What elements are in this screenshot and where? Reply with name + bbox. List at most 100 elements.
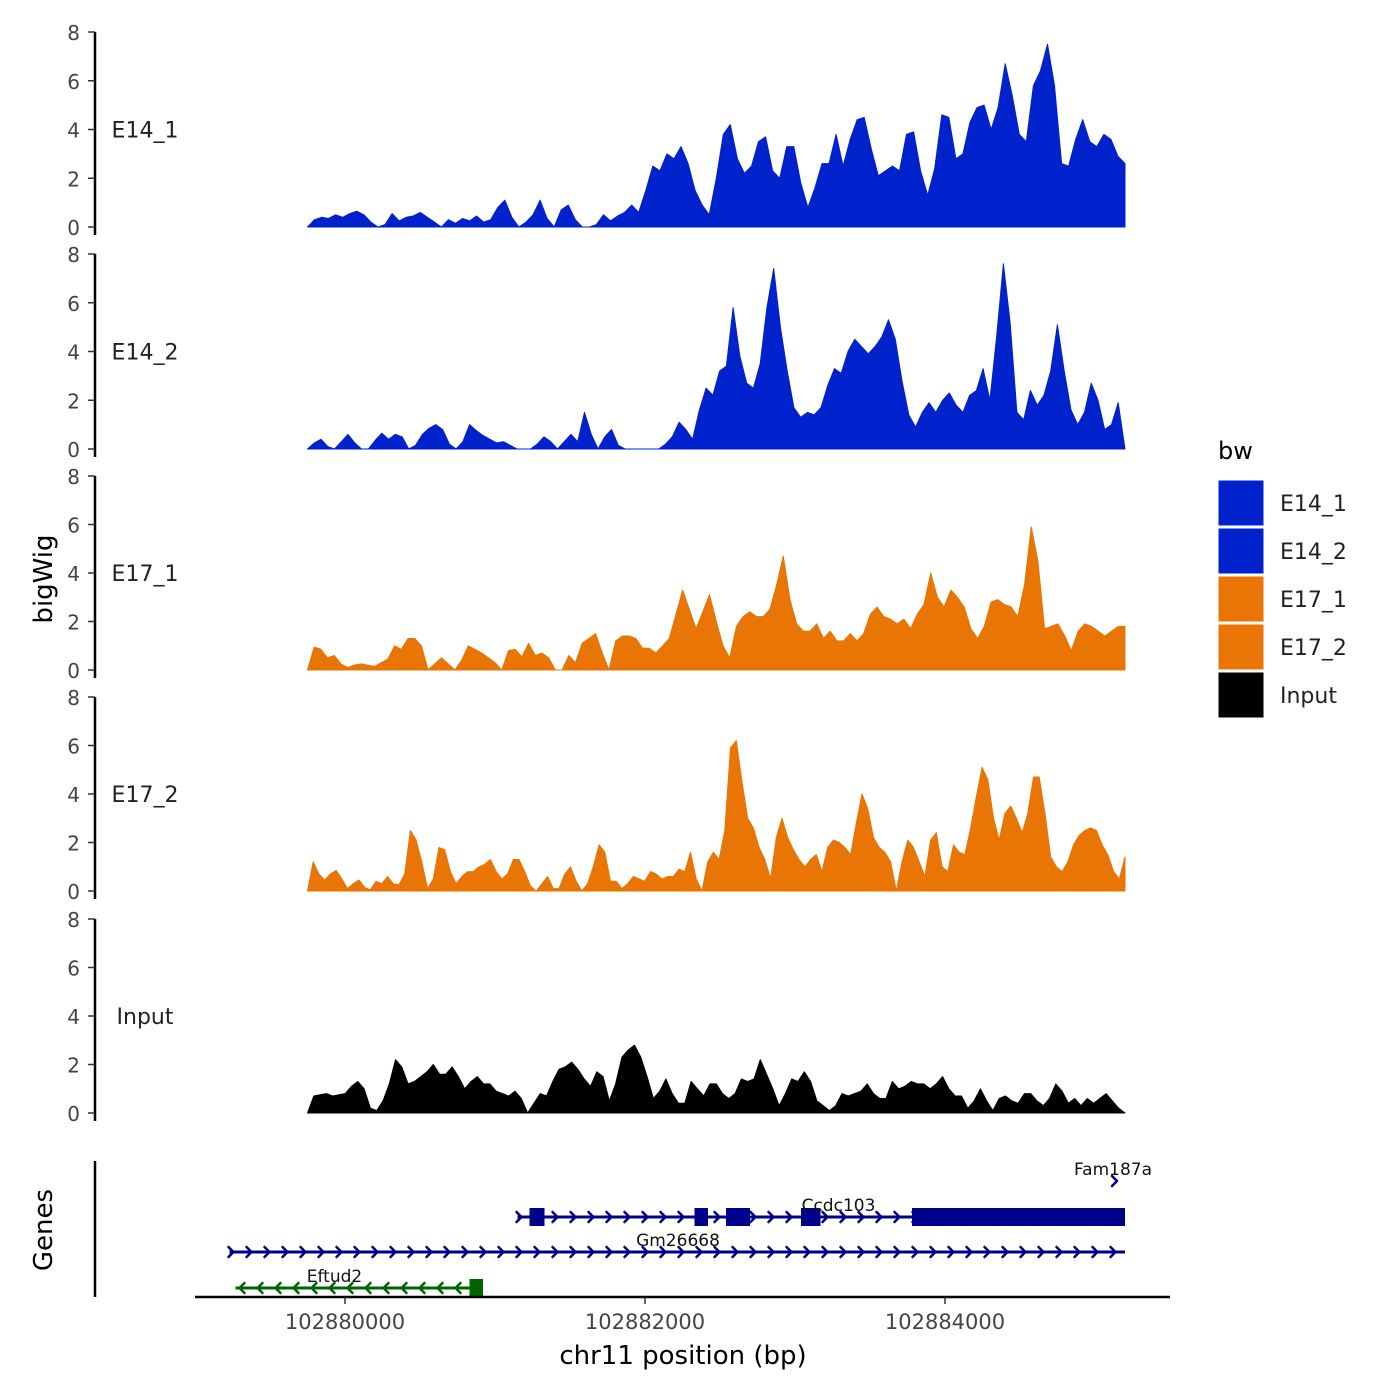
gene-label-fam187a: Fam187a: [1074, 1160, 1152, 1180]
track-label-e17-1: E17_1: [112, 562, 179, 587]
legend-item-e14-1: E14_1: [1217, 479, 1347, 527]
strand-arrow: [821, 1210, 829, 1224]
strand-arrow: [857, 1245, 865, 1259]
y-tick-label: 2: [67, 167, 80, 191]
strand-arrow: [659, 1245, 667, 1259]
strand-arrow: [605, 1245, 613, 1259]
gene-exon: [912, 1208, 1125, 1226]
legend-item-e17-2: E17_2: [1217, 623, 1347, 671]
coverage-area-e14-1: [307, 43, 1126, 228]
strand-arrow: [695, 1245, 703, 1259]
strand-arrow: [785, 1245, 793, 1259]
track-input: 0 2 4 6 8 Input: [67, 908, 1126, 1126]
strand-arrow: [947, 1245, 955, 1259]
y-tick-label: 6: [67, 514, 80, 538]
strand-arrow: [1001, 1245, 1009, 1259]
strand-arrow: [256, 1281, 264, 1295]
strand-arrow: [623, 1245, 631, 1259]
strand-arrow: [328, 1281, 336, 1295]
strand-arrow: [443, 1245, 451, 1259]
y-tick-label: 8: [67, 465, 80, 489]
strand-arrow: [839, 1245, 847, 1259]
strand-arrow: [454, 1281, 462, 1295]
strand-arrow: [767, 1245, 775, 1259]
strand-arrow: [1019, 1245, 1027, 1259]
y-tick-label: 2: [67, 832, 80, 856]
y-tick-label: 8: [67, 243, 80, 267]
track-label-input: Input: [117, 1005, 174, 1030]
y-tick-label: 2: [67, 1054, 80, 1078]
legend-label: E14_2: [1280, 540, 1347, 565]
strand-arrow: [551, 1210, 559, 1224]
y-tick-label: 8: [67, 21, 80, 45]
strand-arrow: [371, 1245, 379, 1259]
gene-label-gm26668: Gm26668: [636, 1231, 720, 1251]
track-label-e17-2: E17_2: [112, 783, 179, 808]
strand-arrow: [335, 1245, 343, 1259]
strand-arrow: [274, 1281, 282, 1295]
strand-arrow: [382, 1281, 390, 1295]
strand-arrow: [281, 1245, 289, 1259]
strand-arrow: [659, 1210, 667, 1224]
strand-arrow: [292, 1281, 300, 1295]
strand-arrow: [1073, 1245, 1081, 1259]
y-tick-label: 6: [67, 735, 80, 759]
strand-arrow: [839, 1210, 847, 1224]
gene-exon: [726, 1208, 750, 1226]
strand-arrow: [803, 1245, 811, 1259]
strand-arrow: [1110, 1174, 1119, 1188]
strand-arrow: [346, 1281, 354, 1295]
strand-arrow: [1037, 1245, 1045, 1259]
coverage-area-e17-2: [307, 740, 1126, 892]
track-e14-2: 0 2 4 6 8 E14_2: [67, 243, 1126, 462]
strand-arrow: [893, 1245, 901, 1259]
legend-item-input: Input: [1217, 671, 1337, 719]
y-tick-label: 4: [67, 783, 80, 807]
strand-arrow: [515, 1210, 523, 1224]
strand-arrow: [875, 1245, 883, 1259]
y-tick-label: 4: [67, 119, 80, 143]
gene-eftud2: Eftud2: [235, 1267, 483, 1297]
coverage-area-e17-1: [307, 526, 1126, 671]
strand-arrow: [587, 1210, 595, 1224]
strand-arrow: [857, 1210, 865, 1224]
strand-arrow: [407, 1245, 415, 1259]
y-tick-label: 8: [67, 908, 80, 932]
strand-arrow: [479, 1245, 487, 1259]
genes-axis-title: Genes: [29, 1189, 59, 1271]
strand-arrow: [875, 1210, 883, 1224]
legend-label: Input: [1280, 684, 1337, 709]
strand-arrow: [965, 1245, 973, 1259]
legend-title: bw: [1218, 437, 1253, 465]
strand-arrow: [569, 1210, 577, 1224]
gene-fam187a: Fam187a: [1074, 1160, 1152, 1188]
strand-arrow: [317, 1245, 325, 1259]
strand-arrow: [713, 1245, 721, 1259]
y-tick-label: 6: [67, 957, 80, 981]
strand-arrow: [623, 1210, 631, 1224]
strand-arrow: [641, 1210, 649, 1224]
y-tick-label: 2: [67, 611, 80, 635]
strand-arrow: [418, 1281, 426, 1295]
strand-arrow: [436, 1281, 444, 1295]
strand-arrow: [389, 1245, 397, 1259]
strand-arrow: [749, 1245, 757, 1259]
strand-arrow: [515, 1245, 523, 1259]
gene-gm26668: Gm26668: [227, 1231, 1125, 1259]
y-tick-label: 6: [67, 292, 80, 316]
strand-arrow: [731, 1245, 739, 1259]
y-tick-label: 0: [67, 880, 80, 904]
strand-arrow: [1055, 1245, 1063, 1259]
y-tick-label: 2: [67, 389, 80, 413]
strand-arrow: [641, 1245, 649, 1259]
y-tick-label: 6: [67, 70, 80, 94]
strand-arrow: [425, 1245, 433, 1259]
strand-arrow: [749, 1210, 757, 1224]
y-tick-label: 0: [67, 659, 80, 683]
strand-arrow: [587, 1245, 595, 1259]
strand-arrow: [1091, 1245, 1099, 1259]
strand-arrow: [767, 1210, 775, 1224]
y-tick-label: 0: [67, 1102, 80, 1126]
gene-ccdc103: Ccdc103: [515, 1196, 1125, 1226]
